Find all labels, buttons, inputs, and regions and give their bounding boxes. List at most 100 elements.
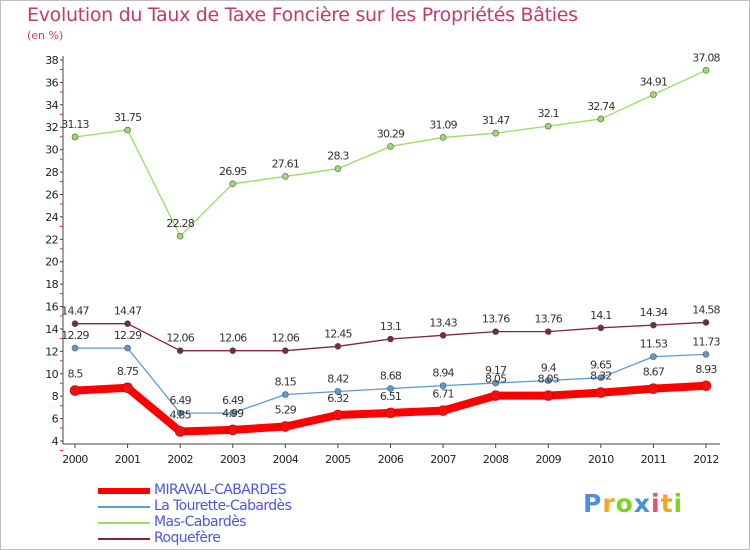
data-point <box>229 409 237 417</box>
logo-letter: o <box>615 489 634 518</box>
data-point <box>71 320 79 327</box>
data-label: 22.28 <box>166 217 194 230</box>
data-point <box>229 347 237 354</box>
data-label: 9.4 <box>541 361 557 374</box>
data-point <box>176 347 184 354</box>
x-tick-label: 2012 <box>693 453 719 466</box>
data-label: 11.73 <box>692 335 720 348</box>
data-point <box>597 324 605 332</box>
data-label: 31.09 <box>429 118 457 131</box>
y-tick-label: 24 <box>45 211 58 224</box>
data-point <box>597 374 605 381</box>
data-label: 14.58 <box>692 303 720 316</box>
data-label: 8.42 <box>327 372 348 385</box>
data-label: 34.91 <box>640 76 668 89</box>
data-label: 31.47 <box>482 114 510 127</box>
x-tick-label: 2002 <box>167 453 193 466</box>
data-point <box>122 382 133 394</box>
data-label: 6.32 <box>327 392 348 405</box>
data-label: 27.61 <box>272 157 300 170</box>
data-label: 5.29 <box>275 404 297 417</box>
data-point <box>544 122 552 130</box>
data-label: 12.06 <box>272 332 300 345</box>
data-point <box>387 385 394 392</box>
data-label: 13.76 <box>482 313 510 326</box>
legend-label: Mas-Cabardès <box>154 514 247 530</box>
chart-axes: 4 6 8 10 12 14 16 18 20 22 24 26 28 30 32 34 36 38 2000 200… <box>45 54 720 466</box>
legend-label: MIRAVAL-CABARDES <box>154 482 287 498</box>
x-tick-label: 2011 <box>641 453 667 466</box>
data-label: 12.06 <box>219 332 247 345</box>
data-label: 8.05 <box>485 373 507 386</box>
data-point <box>544 377 552 384</box>
data-label: 11.53 <box>640 338 668 351</box>
data-label: 6.49 <box>170 394 192 407</box>
legend-item-mas-cabardes[interactable]: Mas-Cabardès <box>98 514 418 531</box>
data-point <box>71 344 79 352</box>
y-tick-label: 28 <box>45 166 58 179</box>
data-label: 30.29 <box>377 127 405 140</box>
data-label: 31.75 <box>114 111 142 124</box>
logo-letter: i <box>651 489 661 518</box>
data-label: 13.1 <box>380 320 401 333</box>
data-label: 37.08 <box>692 51 720 64</box>
data-point <box>385 407 396 419</box>
data-point <box>702 351 710 358</box>
data-label: 9.65 <box>590 359 612 372</box>
data-label: 31.13 <box>61 118 89 131</box>
data-point <box>439 332 447 339</box>
logo-letter: t <box>660 489 674 518</box>
data-point <box>280 421 291 432</box>
legend-swatch <box>98 506 150 508</box>
data-point <box>387 143 394 150</box>
data-label: 8.05 <box>538 373 560 386</box>
data-label: 13.76 <box>535 313 563 326</box>
data-point <box>176 232 184 240</box>
proxiti-logo: Proxiti <box>583 489 683 518</box>
logo-letter: x <box>633 489 651 518</box>
logo-letter: i <box>673 489 684 518</box>
logo-letter: r <box>602 489 616 518</box>
data-label: 6.49 <box>222 394 244 407</box>
data-label: 8.15 <box>275 375 297 388</box>
data-point <box>334 343 342 350</box>
y-tick-label: 36 <box>45 76 58 89</box>
data-point <box>124 344 131 352</box>
data-label: 4.99 <box>222 407 244 420</box>
data-labels-layer: 8.5 8.75 4.85 4.99 5.29 6.32 6.51 6.71 8.05 8.05 8… <box>61 51 721 421</box>
data-point <box>387 335 394 343</box>
data-point <box>282 347 289 354</box>
data-label: 12.45 <box>324 327 352 340</box>
data-label: 9.17 <box>485 364 507 377</box>
legend-item-la-tourette[interactable]: La Tourette-Cabardès <box>98 498 418 515</box>
x-tick-label: 2008 <box>483 453 509 466</box>
legend-swatch <box>98 538 150 540</box>
data-point <box>229 180 237 188</box>
data-label: 28.3 <box>327 150 349 163</box>
data-point <box>702 319 710 326</box>
legend-label: La Tourette-Cabardès <box>154 498 292 514</box>
data-label: 8.75 <box>117 365 139 378</box>
x-tick-label: 2001 <box>115 453 141 466</box>
data-point <box>595 387 607 398</box>
data-label: 8.94 <box>432 367 454 380</box>
y-tick-label: 38 <box>45 54 58 67</box>
x-tick-label: 2007 <box>430 453 456 466</box>
data-point <box>542 390 554 401</box>
data-point <box>648 383 659 394</box>
y-tick-label: 20 <box>45 256 58 269</box>
data-label: 4.85 <box>170 408 192 421</box>
data-label: 26.95 <box>219 165 247 178</box>
x-tick-label: 2004 <box>273 453 299 466</box>
data-point <box>439 134 447 141</box>
data-label: 32.1 <box>538 107 559 120</box>
y-tick-label: 22 <box>45 233 58 246</box>
legend-item-miraval[interactable]: MIRAVAL-CABARDES <box>98 482 418 499</box>
legend-item-roquefere[interactable]: Roquefère <box>98 530 418 547</box>
data-point <box>69 385 81 396</box>
legend-label: Roquefère <box>154 530 221 546</box>
legend-swatch <box>98 488 150 494</box>
x-tick-label: 2000 <box>62 453 88 466</box>
